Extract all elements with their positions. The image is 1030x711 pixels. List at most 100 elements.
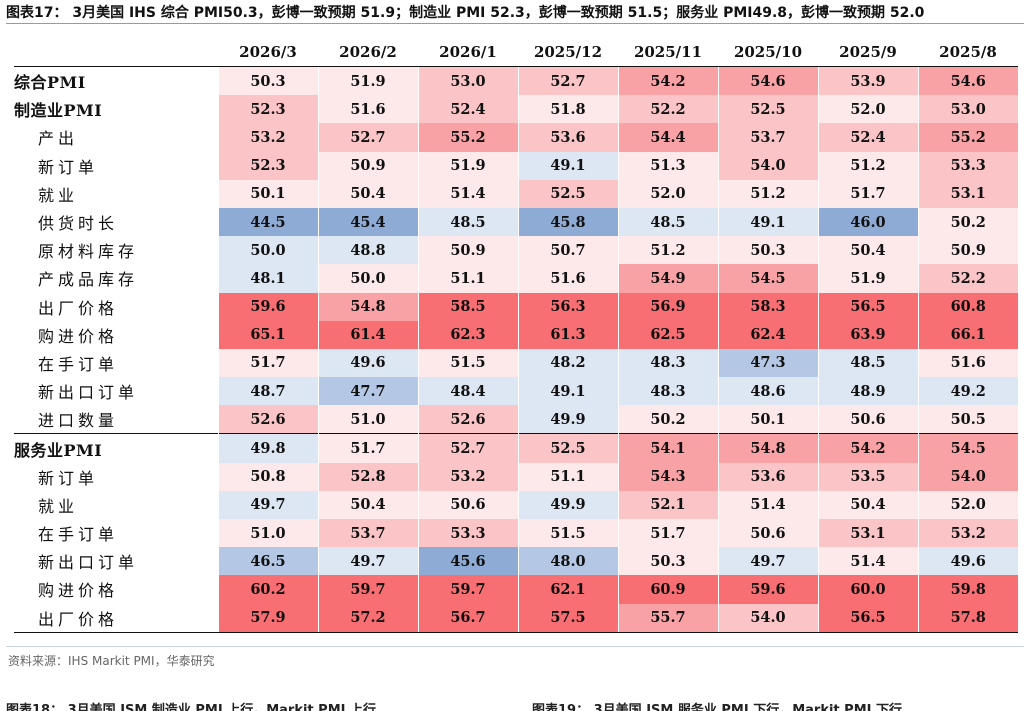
table-row: 产成品库存 48.1 50.0 51.1 51.6 54.9 54.5 51.9 52.2	[14, 264, 1018, 293]
value-cell: 62.1	[517, 575, 618, 604]
table-row: 在手订单 51.0 53.7 53.3 51.5 51.7 50.6 53.1 53.2	[14, 519, 1018, 548]
value-cell: 54.8	[717, 433, 818, 463]
value-cell: 52.0	[917, 490, 1018, 519]
value-cell: 52.5	[517, 179, 618, 208]
value-cell: 53.2	[917, 519, 1018, 548]
value-cell: 50.9	[417, 236, 518, 265]
value-cell: 60.9	[617, 575, 718, 604]
value-cell: 51.0	[217, 519, 318, 548]
row-label: 综合PMI	[14, 73, 86, 93]
value-cell: 50.3	[217, 66, 318, 96]
value-cell: 57.8	[917, 603, 1018, 633]
row-label: 原材料库存	[38, 242, 139, 262]
value-cell: 51.8	[517, 95, 618, 124]
table-row: 服务业PMI 49.8 51.7 52.7 52.5 54.1 54.8 54.2 54.5	[14, 433, 1018, 463]
table-row: 出厂价格 57.9 57.2 56.7 57.5 55.7 54.0 56.5 57.8	[14, 603, 1018, 633]
value-cell: 44.5	[217, 207, 318, 237]
value-cell: 51.7	[817, 179, 918, 208]
value-cell: 53.3	[417, 519, 518, 548]
row-label: 新订单	[38, 468, 99, 488]
value-cell: 59.7	[317, 575, 418, 604]
row-label: 出厂价格	[14, 603, 218, 633]
table-row: 在手订单 51.7 49.6 51.5 48.2 48.3 47.3 48.5 51.6	[14, 348, 1018, 378]
value-cell: 48.3	[617, 377, 718, 406]
value-cell: 56.3	[517, 292, 618, 321]
value-cell: 50.0	[317, 264, 418, 293]
value-cell: 54.3	[617, 462, 718, 491]
value-cell: 50.3	[617, 547, 718, 576]
value-cell: 53.6	[717, 462, 818, 491]
value-cell: 49.1	[517, 151, 618, 180]
value-cell: 60.8	[917, 292, 1018, 321]
row-label: 进口数量	[38, 411, 119, 431]
value-cell: 47.7	[317, 377, 418, 406]
value-cell: 54.0	[917, 462, 1018, 491]
value-cell: 56.5	[817, 292, 918, 321]
table-row: 原材料库存 50.0 48.8 50.9 50.7 51.2 50.3 50.4 50.9	[14, 236, 1018, 265]
value-cell: 51.0	[317, 405, 418, 434]
value-cell: 59.8	[917, 575, 1018, 604]
row-label: 新订单	[38, 157, 99, 177]
value-cell: 57.5	[517, 603, 618, 633]
value-cell: 52.7	[317, 123, 418, 152]
table-row: 综合PMI 50.3 51.9 53.0 52.7 54.2 54.6 53.9 54.6	[14, 66, 1018, 96]
value-cell: 45.4	[317, 207, 418, 237]
column-header: 2025/9	[818, 38, 918, 67]
value-cell: 52.0	[617, 179, 718, 208]
value-cell: 51.6	[517, 264, 618, 293]
value-cell: 52.3	[217, 151, 318, 180]
value-cell: 50.5	[917, 405, 1018, 434]
value-cell: 52.7	[517, 66, 618, 96]
table-row: 就业 49.7 50.4 50.6 49.9 52.1 51.4 50.4 52.0	[14, 490, 1018, 519]
value-cell: 50.8	[217, 462, 318, 491]
value-cell: 61.3	[517, 320, 618, 349]
value-cell: 58.5	[417, 292, 518, 321]
value-cell: 48.2	[517, 348, 618, 378]
value-cell: 52.7	[417, 433, 518, 463]
value-cell: 48.7	[217, 377, 318, 406]
column-header: 2025/12	[518, 38, 618, 67]
value-cell: 53.3	[917, 151, 1018, 180]
value-cell: 51.3	[617, 151, 718, 180]
value-cell: 50.4	[817, 490, 918, 519]
value-cell: 51.6	[317, 95, 418, 124]
value-cell: 46.0	[817, 207, 918, 237]
value-cell: 51.2	[817, 151, 918, 180]
value-cell: 48.4	[417, 377, 518, 406]
row-label: 购进价格	[38, 581, 119, 601]
value-cell: 51.9	[317, 66, 418, 96]
value-cell: 56.7	[417, 603, 518, 633]
value-cell: 55.2	[417, 123, 518, 152]
row-label: 购进价格	[38, 326, 119, 346]
value-cell: 50.2	[917, 207, 1018, 237]
value-cell: 52.2	[617, 95, 718, 124]
value-cell: 54.6	[717, 66, 818, 96]
value-cell: 59.7	[417, 575, 518, 604]
table-row: 供货时长 44.5 45.4 48.5 45.8 48.5 49.1 46.0 50.2	[14, 207, 1018, 237]
table-row: 购进价格 65.1 61.4 62.3 61.3 62.5 62.4 63.9 66.1	[14, 320, 1018, 349]
value-cell: 53.6	[517, 123, 618, 152]
column-header: 2026/3	[218, 38, 318, 67]
value-cell: 52.5	[517, 433, 618, 463]
value-cell: 53.2	[217, 123, 318, 152]
value-cell: 49.9	[517, 405, 618, 434]
value-cell: 51.2	[617, 236, 718, 265]
value-cell: 52.4	[817, 123, 918, 152]
pmi-table: 2026/3 2026/2 2026/1 2025/12 2025/11 202…	[14, 38, 1018, 633]
table-row: 新出口订单 46.5 49.7 45.6 48.0 50.3 49.7 51.4 49.6	[14, 547, 1018, 576]
table-row: 就业 50.1 50.4 51.4 52.5 52.0 51.2 51.7 53.1	[14, 179, 1018, 208]
value-cell: 65.1	[217, 320, 318, 349]
value-cell: 54.6	[917, 66, 1018, 96]
value-cell: 51.5	[517, 519, 618, 548]
value-cell: 54.9	[617, 264, 718, 293]
column-header: 2026/1	[418, 38, 518, 67]
row-label: 制造业PMI	[14, 101, 103, 121]
value-cell: 63.9	[817, 320, 918, 349]
value-cell: 55.2	[917, 123, 1018, 152]
value-cell: 54.1	[617, 433, 718, 463]
value-cell: 56.5	[817, 603, 918, 633]
row-label: 就业	[38, 185, 79, 205]
value-cell: 52.5	[717, 95, 818, 124]
value-cell: 49.6	[917, 547, 1018, 576]
value-cell: 49.1	[517, 377, 618, 406]
